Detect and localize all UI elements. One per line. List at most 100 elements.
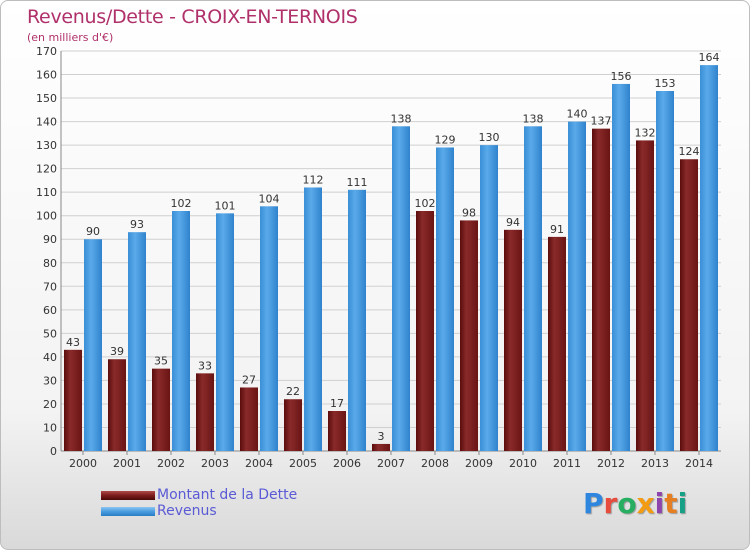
proxiti-logo: Proxiti bbox=[583, 487, 687, 520]
logo-letter: P bbox=[583, 487, 604, 520]
revenue-bar bbox=[128, 232, 146, 451]
debt-data-label: 137 bbox=[591, 115, 612, 128]
debt-data-label: 17 bbox=[330, 397, 344, 410]
debt-bar bbox=[680, 159, 698, 451]
x-tick-label: 2001 bbox=[113, 457, 141, 470]
x-tick-label: 2005 bbox=[289, 457, 317, 470]
x-tick-label: 2007 bbox=[377, 457, 405, 470]
debt-bar bbox=[372, 443, 390, 451]
revenue-data-label: 101 bbox=[215, 199, 236, 212]
revenue-bar bbox=[568, 121, 586, 452]
debt-data-label: 102 bbox=[415, 197, 436, 210]
revenue-bar bbox=[348, 189, 366, 451]
x-tick-label: 2006 bbox=[333, 457, 361, 470]
debt-bar bbox=[548, 236, 566, 451]
revenue-bar bbox=[260, 206, 278, 451]
x-tick-label: 2013 bbox=[641, 457, 669, 470]
revenue-data-label: 130 bbox=[479, 131, 500, 144]
y-tick-label: 160 bbox=[36, 69, 57, 82]
logo-letter: i bbox=[677, 487, 688, 520]
revenue-bar bbox=[700, 65, 718, 451]
debt-bar bbox=[284, 399, 302, 451]
legend-swatch-debt bbox=[101, 491, 155, 500]
debt-bar bbox=[460, 220, 478, 451]
revenue-data-label: 153 bbox=[655, 77, 676, 90]
revenue-data-label: 140 bbox=[567, 108, 588, 121]
chart-title: Revenus/Dette - CROIX-EN-TERNOIS bbox=[27, 6, 358, 28]
x-tick-label: 2010 bbox=[509, 457, 537, 470]
x-tick-label: 2008 bbox=[421, 457, 449, 470]
debt-bar bbox=[636, 140, 654, 452]
revenue-bar bbox=[524, 126, 542, 451]
y-tick-label: 70 bbox=[43, 280, 57, 293]
y-tick-label: 120 bbox=[36, 163, 57, 176]
debt-data-label: 33 bbox=[198, 359, 212, 372]
debt-bar bbox=[416, 211, 434, 451]
revenue-data-label: 93 bbox=[130, 218, 144, 231]
revenue-bar bbox=[84, 239, 102, 451]
y-tick-label: 0 bbox=[50, 445, 57, 458]
x-tick-label: 2002 bbox=[157, 457, 185, 470]
debt-bar bbox=[152, 368, 170, 451]
revenue-data-label: 102 bbox=[171, 197, 192, 210]
debt-bar bbox=[64, 349, 82, 451]
revenue-bar bbox=[172, 211, 190, 451]
y-tick-label: 40 bbox=[43, 351, 57, 364]
debt-data-label: 43 bbox=[66, 336, 80, 349]
y-tick-label: 10 bbox=[43, 421, 57, 434]
revenue-data-label: 156 bbox=[611, 70, 632, 83]
revenue-data-label: 129 bbox=[435, 133, 456, 146]
revenue-data-label: 164 bbox=[699, 51, 720, 64]
y-tick-label: 30 bbox=[43, 374, 57, 387]
y-tick-label: 150 bbox=[36, 92, 57, 105]
debt-data-label: 3 bbox=[378, 430, 385, 443]
debt-data-label: 39 bbox=[110, 345, 124, 358]
debt-data-label: 132 bbox=[635, 126, 656, 139]
revenue-data-label: 90 bbox=[86, 225, 100, 238]
x-tick-label: 2011 bbox=[553, 457, 581, 470]
y-tick-label: 110 bbox=[36, 186, 57, 199]
debt-data-label: 27 bbox=[242, 373, 256, 386]
logo-letter: i bbox=[654, 487, 665, 520]
x-tick-label: 2012 bbox=[597, 457, 625, 470]
revenue-bar bbox=[304, 187, 322, 451]
legend-swatch-revenue bbox=[101, 507, 155, 516]
debt-data-label: 94 bbox=[506, 216, 520, 229]
revenue-data-label: 104 bbox=[259, 192, 280, 205]
x-tick-label: 2003 bbox=[201, 457, 229, 470]
debt-bar bbox=[504, 229, 522, 451]
y-tick-label: 50 bbox=[43, 327, 57, 340]
x-tick-label: 2000 bbox=[69, 457, 97, 470]
revenue-bar bbox=[436, 147, 454, 451]
debt-bar bbox=[196, 373, 214, 451]
y-tick-label: 60 bbox=[43, 304, 57, 317]
debt-bar bbox=[592, 128, 610, 451]
logo-letter: x bbox=[636, 487, 655, 520]
revenue-bar bbox=[392, 126, 410, 451]
y-tick-label: 80 bbox=[43, 257, 57, 270]
y-tick-label: 170 bbox=[36, 45, 57, 58]
debt-bar bbox=[108, 359, 126, 451]
revenue-data-label: 111 bbox=[347, 176, 368, 189]
x-tick-label: 2009 bbox=[465, 457, 493, 470]
y-tick-label: 100 bbox=[36, 210, 57, 223]
revenue-data-label: 112 bbox=[303, 173, 324, 186]
legend-label-revenue: Revenus bbox=[157, 503, 217, 519]
debt-data-label: 22 bbox=[286, 385, 300, 398]
debt-bar bbox=[328, 411, 346, 451]
logo-letter: o bbox=[617, 487, 637, 520]
legend-label-debt: Montant de la Dette bbox=[157, 487, 298, 503]
revenue-bar bbox=[480, 145, 498, 451]
revenue-bar bbox=[612, 83, 630, 452]
debt-bar bbox=[240, 387, 258, 451]
debt-data-label: 35 bbox=[154, 355, 168, 368]
logo-letter: r bbox=[603, 487, 618, 520]
revenue-data-label: 138 bbox=[523, 112, 544, 125]
x-tick-label: 2014 bbox=[685, 457, 713, 470]
chart-subtitle: (en milliers d'€) bbox=[27, 31, 114, 44]
x-tick-label: 2004 bbox=[245, 457, 273, 470]
y-tick-label: 130 bbox=[36, 139, 57, 152]
y-tick-label: 140 bbox=[36, 116, 57, 129]
